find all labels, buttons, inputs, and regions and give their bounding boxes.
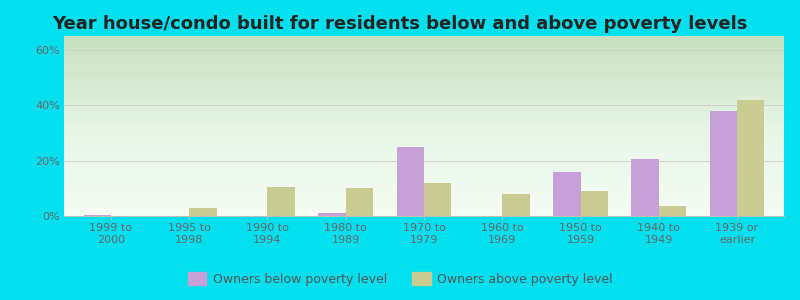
Bar xyxy=(83,214,111,216)
Bar xyxy=(397,147,424,216)
Bar xyxy=(631,159,658,216)
Bar xyxy=(581,191,608,216)
Bar xyxy=(658,206,686,216)
Bar xyxy=(737,100,765,216)
Bar xyxy=(710,111,737,216)
Bar xyxy=(553,172,581,216)
Bar xyxy=(318,213,346,216)
Text: Year house/condo built for residents below and above poverty levels: Year house/condo built for residents bel… xyxy=(52,15,748,33)
Legend: Owners below poverty level, Owners above poverty level: Owners below poverty level, Owners above… xyxy=(182,267,618,291)
Bar xyxy=(190,208,217,216)
Bar xyxy=(502,194,530,216)
Bar xyxy=(346,188,373,216)
Bar xyxy=(267,187,295,216)
Bar xyxy=(424,183,451,216)
